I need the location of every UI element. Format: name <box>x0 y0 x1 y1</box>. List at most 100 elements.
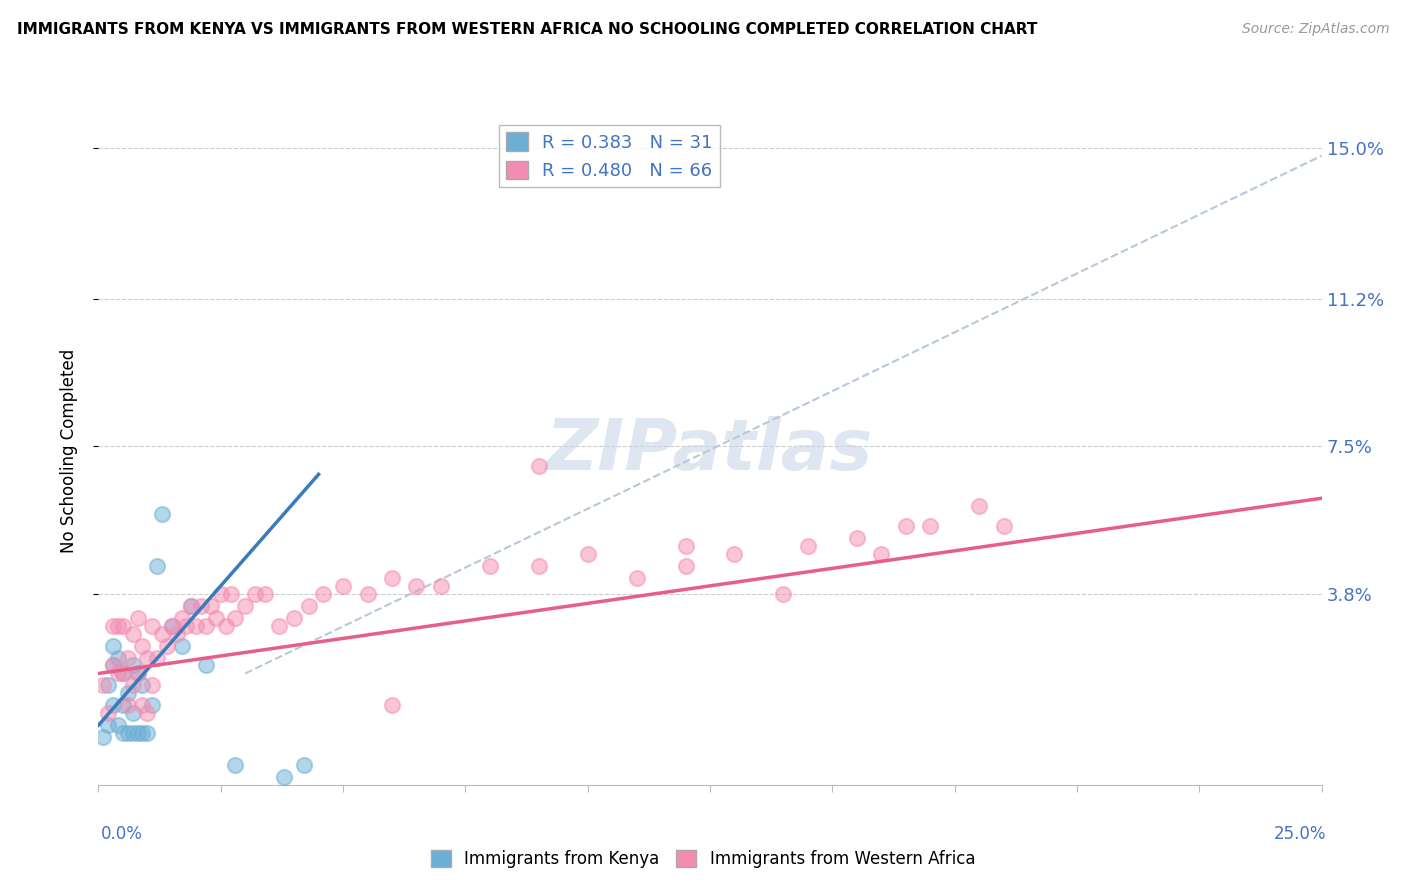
Point <box>312 587 335 601</box>
Point <box>136 650 159 665</box>
Point <box>117 686 139 700</box>
Point <box>127 611 149 625</box>
Point <box>121 726 143 740</box>
Point <box>101 698 124 713</box>
Point <box>107 718 129 732</box>
Text: 25.0%: 25.0% <box>1274 825 1326 843</box>
Point <box>101 658 124 673</box>
Point <box>127 666 149 681</box>
Point <box>160 618 183 632</box>
Point <box>101 639 124 653</box>
Point <box>131 726 153 740</box>
Point <box>967 500 990 514</box>
Point <box>381 698 404 713</box>
Point <box>527 459 550 474</box>
Point <box>146 650 169 665</box>
Point <box>797 539 820 553</box>
Legend: R = 0.383   N = 31, R = 0.480   N = 66: R = 0.383 N = 31, R = 0.480 N = 66 <box>499 125 720 187</box>
Point <box>141 678 163 692</box>
Point <box>224 611 246 625</box>
Point <box>111 726 134 740</box>
Point <box>131 639 153 653</box>
Point <box>292 758 315 772</box>
Point <box>195 658 218 673</box>
Point <box>920 519 942 533</box>
Text: ZIPatlas: ZIPatlas <box>547 416 873 485</box>
Point <box>576 547 599 561</box>
Y-axis label: No Schooling Completed: No Schooling Completed <box>59 349 77 552</box>
Point <box>273 770 295 784</box>
Point <box>176 618 198 632</box>
Point <box>214 618 236 632</box>
Point <box>723 547 745 561</box>
Point <box>430 579 453 593</box>
Point <box>180 599 202 613</box>
Point <box>107 666 129 681</box>
Point <box>111 666 134 681</box>
Point <box>283 611 305 625</box>
Point <box>117 650 139 665</box>
Point <box>97 706 120 721</box>
Point <box>101 658 124 673</box>
Point <box>150 626 173 640</box>
Point <box>195 618 218 632</box>
Point <box>243 587 266 601</box>
Point <box>131 678 153 692</box>
Point <box>332 579 354 593</box>
Point <box>209 587 232 601</box>
Point <box>269 618 291 632</box>
Point <box>150 507 173 521</box>
Point <box>146 558 169 573</box>
Point <box>91 730 114 744</box>
Point <box>381 571 404 585</box>
Point <box>111 666 134 681</box>
Point <box>772 587 794 601</box>
Point <box>121 706 143 721</box>
Point <box>675 539 697 553</box>
Point <box>117 698 139 713</box>
Point <box>253 587 276 601</box>
Point <box>121 658 143 673</box>
Point <box>101 618 124 632</box>
Text: 0.0%: 0.0% <box>101 825 143 843</box>
Point <box>478 558 501 573</box>
Point <box>298 599 321 613</box>
Point <box>993 519 1015 533</box>
Point <box>219 587 242 601</box>
Point <box>111 618 134 632</box>
Point <box>894 519 917 533</box>
Point <box>170 611 193 625</box>
Point <box>845 531 868 545</box>
Point <box>141 698 163 713</box>
Point <box>136 706 159 721</box>
Point <box>127 726 149 740</box>
Point <box>97 718 120 732</box>
Point <box>160 618 183 632</box>
Point <box>233 599 256 613</box>
Point <box>156 639 179 653</box>
Point <box>117 726 139 740</box>
Point <box>136 726 159 740</box>
Point <box>190 599 212 613</box>
Point <box>356 587 378 601</box>
Point <box>224 758 246 772</box>
Point <box>97 678 120 692</box>
Point <box>405 579 427 593</box>
Point <box>107 618 129 632</box>
Point <box>121 678 143 692</box>
Point <box>626 571 648 585</box>
Legend: Immigrants from Kenya, Immigrants from Western Africa: Immigrants from Kenya, Immigrants from W… <box>425 843 981 875</box>
Point <box>107 650 129 665</box>
Point <box>166 626 188 640</box>
Point <box>111 698 134 713</box>
Point <box>870 547 893 561</box>
Point <box>527 558 550 573</box>
Point <box>186 618 208 632</box>
Point <box>91 678 114 692</box>
Point <box>131 698 153 713</box>
Point <box>127 666 149 681</box>
Point <box>141 618 163 632</box>
Text: Source: ZipAtlas.com: Source: ZipAtlas.com <box>1241 22 1389 37</box>
Point <box>675 558 697 573</box>
Point <box>121 626 143 640</box>
